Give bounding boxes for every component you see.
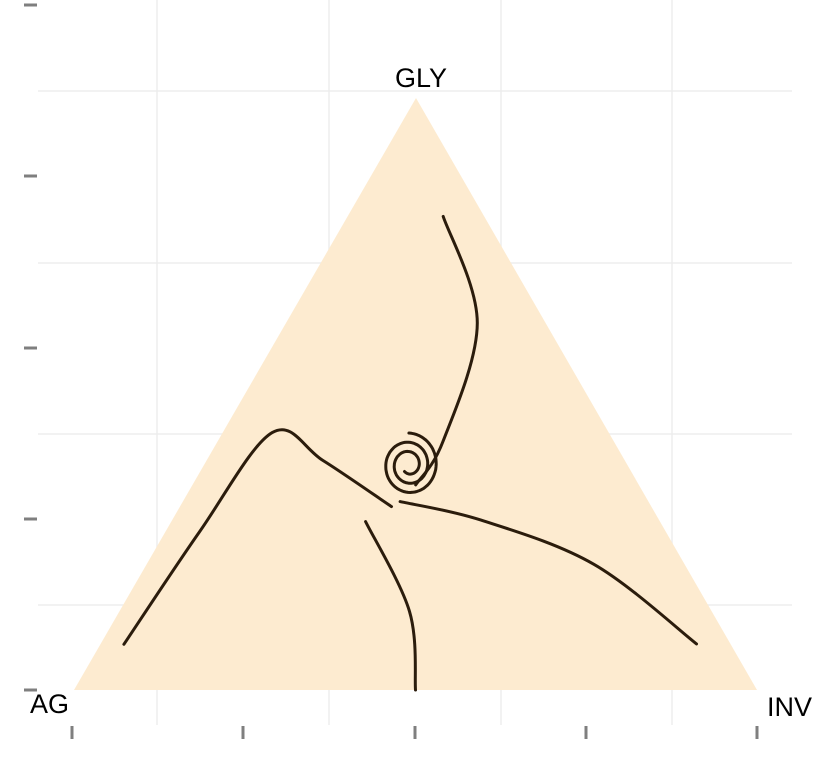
vertex-label-inv: INV <box>767 692 812 722</box>
simplex-triangle <box>74 98 757 690</box>
trajectory-2 <box>398 500 698 646</box>
trajectory-4 <box>414 214 479 487</box>
trajectories <box>122 214 698 692</box>
trajectory-3 <box>364 520 417 692</box>
trajectory-1 <box>122 428 393 646</box>
vertex-label-ag: AG <box>30 689 69 719</box>
vertex-label-gly: GLY <box>395 63 447 93</box>
axis-ticks <box>24 3 759 739</box>
trajectory-spiral <box>384 431 438 494</box>
